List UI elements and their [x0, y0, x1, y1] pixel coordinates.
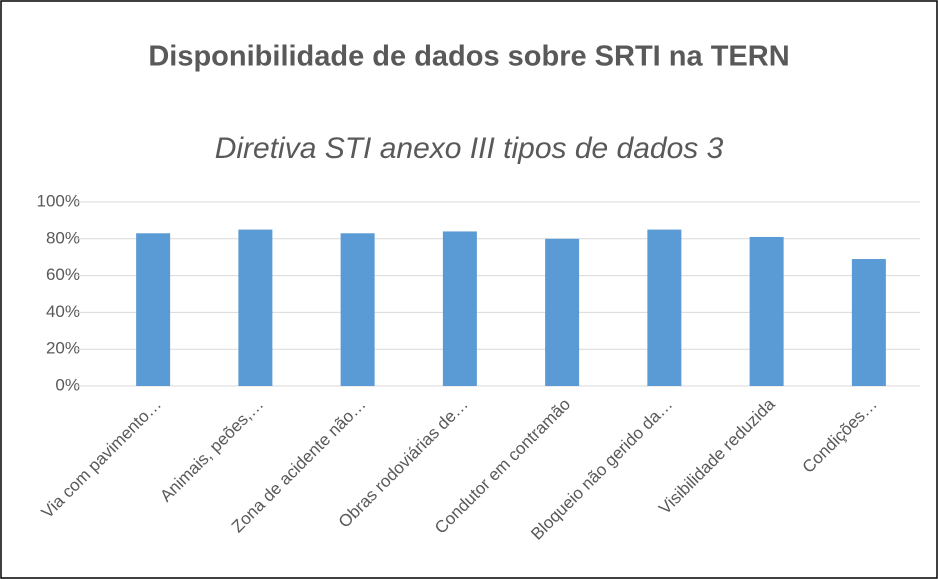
y-tick-label: 40% [46, 302, 80, 321]
bar [136, 233, 171, 386]
bar [647, 229, 682, 386]
y-tick-label: 100% [37, 191, 80, 210]
chart-title: Disponibilidade de dados sobre SRTI na T… [148, 41, 789, 73]
bar [442, 231, 477, 386]
y-tick-label: 0% [55, 375, 80, 394]
bar [545, 238, 580, 386]
chart-subtitle: Diretiva STI anexo III tipos de dados 3 [215, 132, 724, 165]
bar [340, 233, 375, 386]
bar [238, 229, 273, 386]
bar [749, 236, 784, 386]
y-tick-label: 80% [46, 228, 80, 247]
bar [851, 259, 886, 386]
y-tick-label: 60% [46, 265, 80, 284]
y-tick-label: 20% [46, 339, 80, 358]
